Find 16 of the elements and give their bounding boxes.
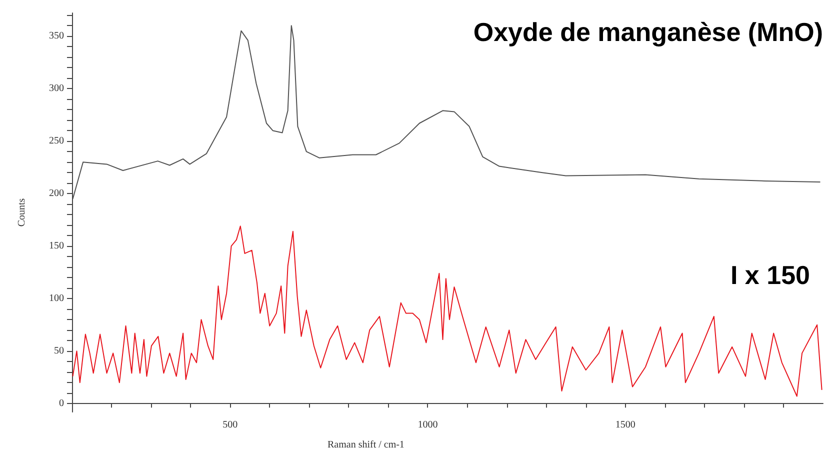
x-axis-title: Raman shift / cm-1 [328,440,404,450]
y-tick-label: 150 [49,240,64,252]
x-tick-label: 500 [222,420,238,430]
x-tick-label: 1000 [418,420,438,430]
y-tick-label: 250 [49,136,64,147]
annotation: I x 150 [730,260,810,290]
y-axis-title: Counts [16,198,28,227]
x-tick-label: 1500 [615,420,636,430]
y-tick-label: 300 [49,83,64,94]
line-series [72,226,822,397]
y-tick-label: 50 [54,346,64,357]
y-tick-label: 100 [49,293,64,304]
y-tick-label: 200 [49,188,64,200]
y-tick-label: 0 [59,398,64,410]
y-tick-label: 350 [49,30,64,42]
chart-title: Oxyde de manganèse (MnO) [473,17,824,47]
